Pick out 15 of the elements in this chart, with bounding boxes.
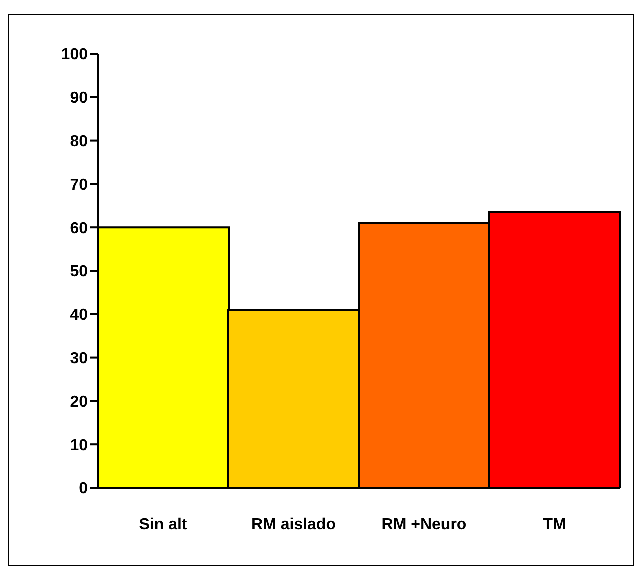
y-tick-label: 80: [70, 133, 88, 150]
y-tick-label: 40: [70, 307, 88, 324]
y-tick-label: 100: [61, 46, 88, 64]
y-tick-label: 10: [70, 437, 88, 454]
y-tick-label: 90: [70, 90, 88, 108]
y-tick-label: 50: [70, 264, 88, 281]
x-tick-label: Sin alt: [139, 516, 188, 534]
y-tick-label: 60: [70, 220, 88, 238]
x-tick-label: RM +Neuro: [382, 516, 467, 534]
y-tick-label: 20: [70, 394, 88, 411]
y-tick-label: 70: [70, 176, 88, 194]
x-tick-label: TM: [543, 516, 566, 534]
y-tick-label: 30: [70, 350, 88, 368]
y-tick-label: 0: [79, 480, 88, 498]
x-tick-label: RM aislado: [252, 516, 336, 534]
